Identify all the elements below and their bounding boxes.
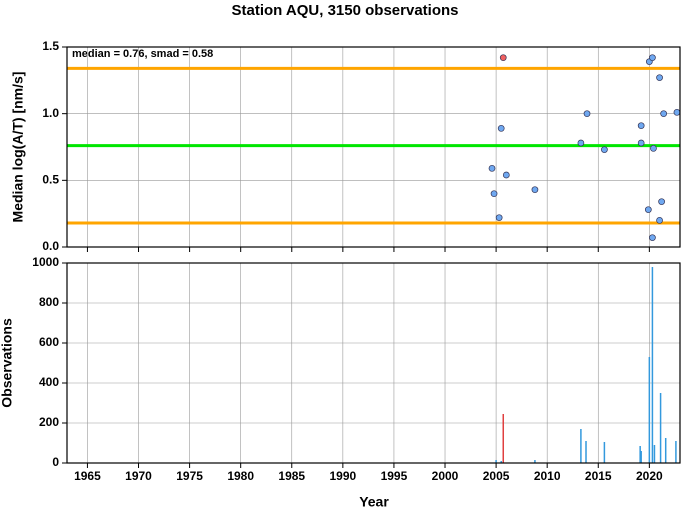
x-tick-label: 1970 [125,469,152,483]
bar [664,438,667,463]
point [502,171,510,179]
x-tick-label: 1995 [381,469,408,483]
x-tick-label: 2000 [432,469,459,483]
x-tick-label: 1985 [278,469,305,483]
point [577,139,585,147]
bar [639,446,641,463]
point [656,74,663,82]
x-axis-label: Year [359,494,389,510]
y-tick-label: 0.0 [42,239,59,253]
point [637,122,645,130]
x-tick-label: 2015 [585,469,612,483]
y-tick-label: 400 [39,375,59,389]
bar [502,414,505,463]
y-tick-label: 0.5 [42,173,59,187]
bar [585,441,587,463]
point [658,198,665,206]
chart-title: Station AQU, 3150 observations [231,2,458,19]
point [499,54,507,62]
x-tick-label: 1975 [176,469,203,483]
x-tick-label: 1990 [329,469,356,483]
bar [580,429,582,463]
point [649,234,656,242]
point [601,146,608,154]
point [490,190,498,198]
plot-frame [66,46,681,248]
point [637,139,645,147]
plot-frame [66,262,681,464]
bar [659,393,662,463]
bar [648,357,651,463]
point [488,164,496,172]
bar [495,460,497,463]
x-tick-label: 2010 [534,469,561,483]
y-tick-label: 800 [39,295,59,309]
y-tick-label: 1000 [32,255,59,269]
y-tick-label: 0 [52,455,59,469]
point [656,216,663,224]
x-tick-label: 2020 [636,469,663,483]
point [644,206,652,214]
point [673,108,681,116]
point [660,110,668,118]
y-tick-label: 200 [39,415,59,429]
bar [675,441,677,463]
annotation: median = 0.76, smad = 0.58 [72,48,213,60]
y-tick-label: 600 [39,335,59,349]
y-tick-label: 1.5 [42,39,59,53]
x-tick-label: 1980 [227,469,254,483]
point [649,54,656,62]
x-tick-label: 1965 [74,469,101,483]
y-axis-label: Observations [0,318,15,408]
point [531,186,539,194]
bar [651,267,654,463]
point [650,144,657,152]
bar [640,451,642,463]
point [497,124,505,132]
y-axis-label: Median log(A/T) [nm/s] [10,72,26,223]
point [495,214,503,222]
bar [653,445,656,463]
bar [500,461,502,463]
y-tick-label: 1.0 [42,106,59,120]
bar [534,460,536,463]
x-tick-label: 2005 [483,469,510,483]
bar [603,442,606,463]
point [583,110,591,118]
